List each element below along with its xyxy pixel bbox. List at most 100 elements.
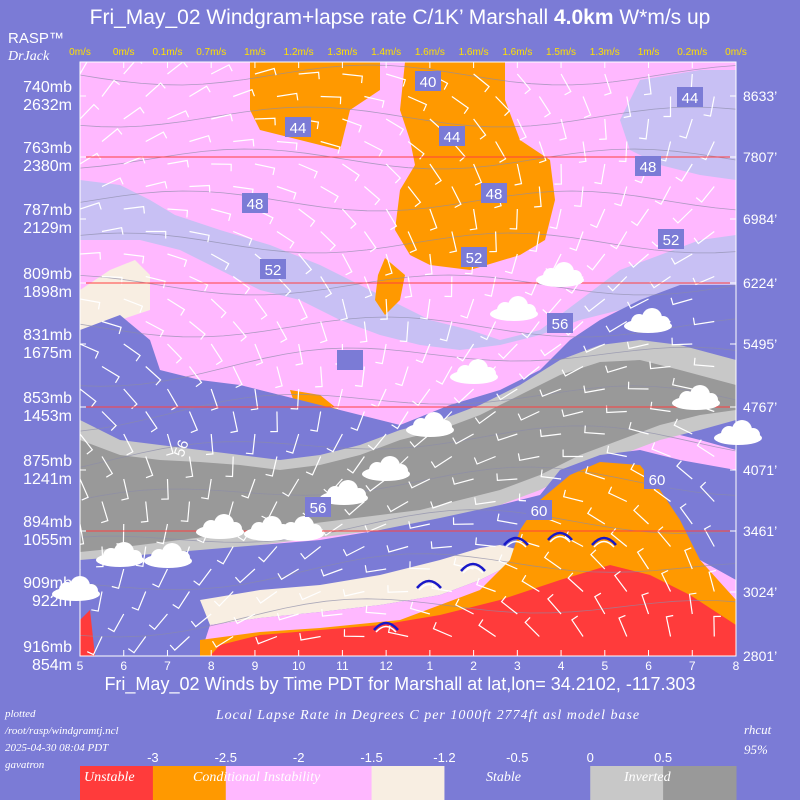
svg-text:56: 56 (552, 316, 569, 333)
wind-barb (489, 231, 497, 253)
wind-barb (599, 118, 607, 140)
wind-barb (504, 253, 518, 274)
wind-barb (232, 230, 253, 246)
svg-text:60: 60 (649, 472, 666, 489)
wind-barb (474, 411, 496, 425)
wind-barb (713, 615, 721, 637)
wind-barb (407, 186, 422, 208)
wind-barb (675, 163, 693, 182)
wind-barb (167, 343, 183, 364)
wind-barb (539, 429, 562, 438)
wind-barb (210, 253, 230, 271)
pink-region (80, 62, 250, 130)
altitude-ft-label: 8633’ (743, 88, 777, 104)
thermal-top-arc-4 (547, 531, 573, 543)
w-star-label: 1.6m/s (502, 47, 532, 58)
legend-category-label: Conditional Instability (193, 770, 321, 785)
thermal-top-arc-3 (503, 536, 529, 548)
legend-band (517, 766, 591, 800)
wind-barb (320, 276, 333, 298)
wind-barb (703, 525, 715, 547)
wind-barb (320, 185, 339, 203)
thermal-top-arc-5 (591, 536, 617, 548)
wind-barb (549, 208, 562, 230)
wind-barb (80, 103, 100, 120)
orange-instability-region (250, 62, 380, 150)
legend-tick-label: 0 (586, 750, 594, 765)
wind-barb (695, 186, 715, 203)
wind-barb (80, 478, 89, 501)
cloud-icon (96, 542, 144, 567)
wind-barb (225, 456, 234, 478)
rh-contour-label: 56 (171, 438, 193, 459)
wind-barb (560, 73, 572, 96)
rh-contour-label: 52 (260, 259, 286, 279)
wind-barb (670, 253, 693, 265)
wind-barb (364, 95, 385, 108)
wind-barb (415, 343, 431, 364)
wind-barb (613, 570, 628, 592)
wind-barb (189, 184, 211, 193)
wind-barb (254, 67, 277, 76)
wind-barb (614, 186, 628, 207)
altitude-ft-label: 6984’ (743, 211, 777, 227)
wind-barb (454, 598, 474, 615)
wind-barb (607, 276, 628, 292)
wind-barb (167, 110, 190, 120)
wind-barb (605, 320, 628, 333)
isoline (80, 598, 736, 638)
wind-barb (111, 568, 125, 590)
wind-barb (439, 321, 453, 342)
x-tick-label: 1 (427, 659, 434, 673)
cloud-icon (490, 296, 538, 321)
wind-barb (604, 73, 612, 96)
wind-barb (679, 118, 693, 139)
cloud-icon (144, 543, 192, 568)
wind-barb (554, 163, 563, 185)
cloud-icon (406, 412, 454, 437)
wind-barb (663, 96, 672, 118)
wind-barb (399, 321, 409, 343)
wind-barb (232, 276, 251, 295)
wind-barb (346, 456, 365, 474)
svg-text:44: 44 (444, 129, 461, 146)
wind-barb (590, 549, 606, 570)
lapse-rate-caption: Local Lapse Rate in Degrees C per 1000ft… (215, 708, 641, 723)
wind-barb (234, 568, 256, 584)
wind-barb (585, 466, 605, 480)
legend-tick-label: 0.5 (654, 750, 673, 765)
wind-barb (670, 297, 693, 306)
svg-text:52: 52 (663, 232, 680, 249)
isoline (80, 232, 736, 254)
wind-barb (692, 275, 715, 286)
wind-barb (708, 569, 717, 592)
wind-barb (189, 275, 209, 292)
beige-region-lower (200, 545, 520, 625)
wind-barb (673, 418, 693, 435)
wind-barb (516, 73, 532, 95)
wind-barb (276, 276, 292, 297)
altitude-ft-label: 4767’ (743, 399, 777, 415)
wind-barb (385, 73, 407, 87)
wind-barb (145, 320, 165, 338)
wind-barb (593, 592, 606, 615)
w-star-label: 1.6m/s (415, 47, 445, 58)
wind-barb (452, 433, 474, 445)
wind-barb (412, 388, 431, 407)
wind-barb (375, 343, 387, 365)
wind-barb (211, 163, 232, 172)
wind-barb (451, 477, 474, 485)
wind-barb (453, 388, 475, 404)
wind-barb (407, 231, 418, 254)
wind-barb (495, 96, 511, 117)
wind-barb (562, 489, 584, 503)
rh-contour-label: 44 (439, 126, 465, 146)
wind-barb (101, 456, 114, 478)
wind-barb (543, 551, 562, 570)
wind-barb (672, 208, 693, 224)
wind-barb (123, 205, 145, 214)
wind-barb (420, 298, 431, 320)
wind-barb (407, 95, 428, 112)
wind-barb (365, 605, 387, 615)
wind-barb (651, 442, 671, 458)
